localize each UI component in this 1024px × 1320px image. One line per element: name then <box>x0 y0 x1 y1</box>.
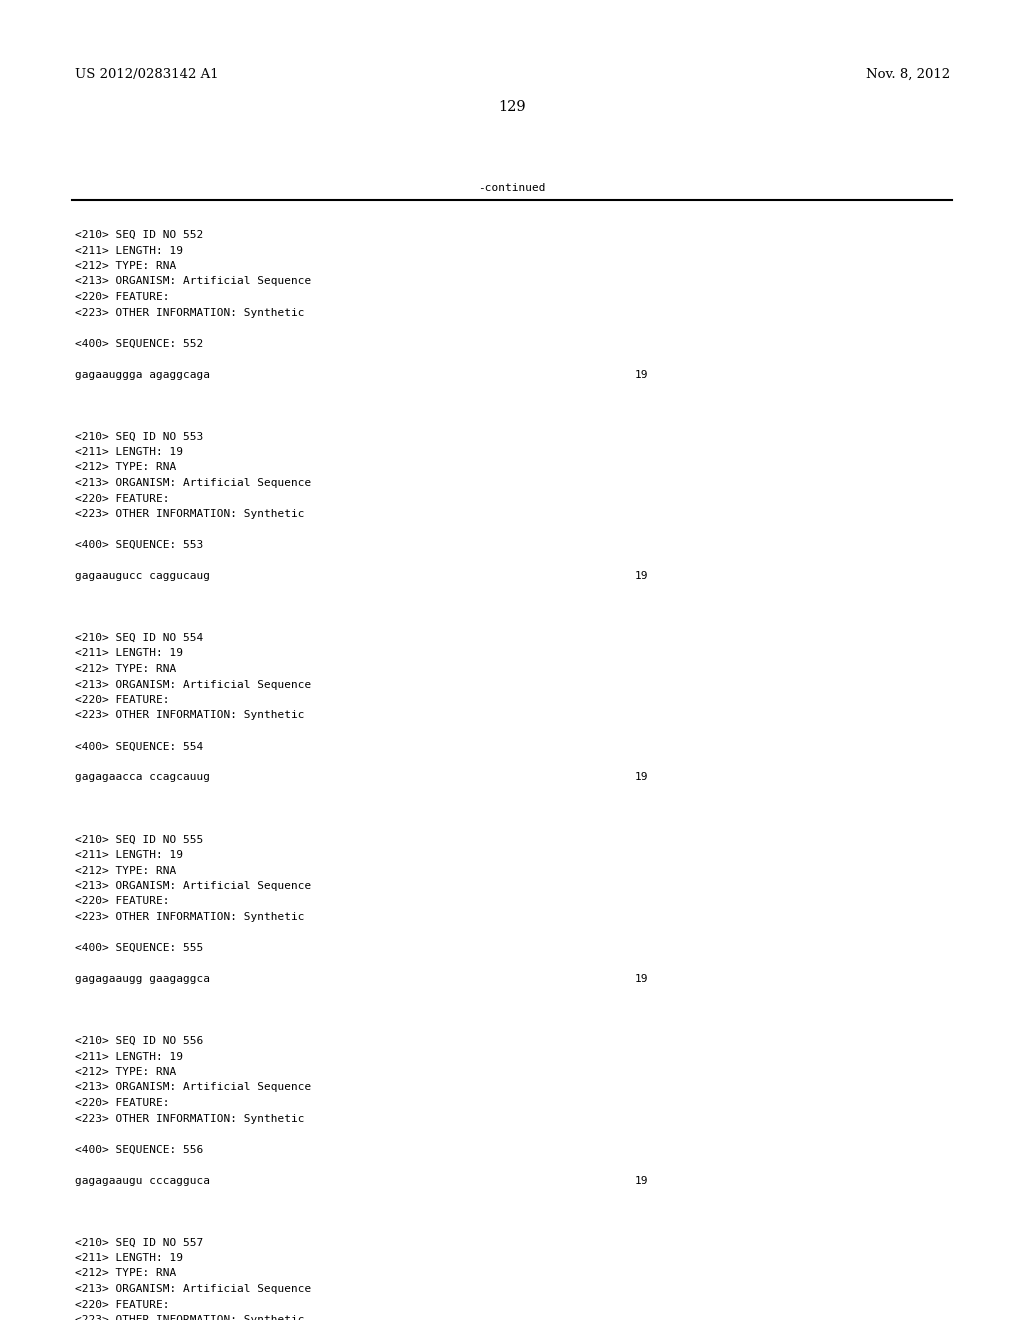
Text: <211> LENGTH: 19: <211> LENGTH: 19 <box>75 246 183 256</box>
Text: <220> FEATURE:: <220> FEATURE: <box>75 896 170 907</box>
Text: <211> LENGTH: 19: <211> LENGTH: 19 <box>75 648 183 659</box>
Text: <223> OTHER INFORMATION: Synthetic: <223> OTHER INFORMATION: Synthetic <box>75 710 304 721</box>
Text: <213> ORGANISM: Artificial Sequence: <213> ORGANISM: Artificial Sequence <box>75 276 311 286</box>
Text: <211> LENGTH: 19: <211> LENGTH: 19 <box>75 1253 183 1263</box>
Text: gagagaacca ccagcauug: gagagaacca ccagcauug <box>75 772 210 783</box>
Text: US 2012/0283142 A1: US 2012/0283142 A1 <box>75 69 219 81</box>
Text: <400> SEQUENCE: 553: <400> SEQUENCE: 553 <box>75 540 203 550</box>
Text: <210> SEQ ID NO 552: <210> SEQ ID NO 552 <box>75 230 203 240</box>
Text: <212> TYPE: RNA: <212> TYPE: RNA <box>75 462 176 473</box>
Text: 129: 129 <box>499 100 525 114</box>
Text: gagagaaugu cccagguca: gagagaaugu cccagguca <box>75 1176 210 1185</box>
Text: <213> ORGANISM: Artificial Sequence: <213> ORGANISM: Artificial Sequence <box>75 680 311 689</box>
Text: <210> SEQ ID NO 553: <210> SEQ ID NO 553 <box>75 432 203 441</box>
Text: <400> SEQUENCE: 552: <400> SEQUENCE: 552 <box>75 338 203 348</box>
Text: <210> SEQ ID NO 554: <210> SEQ ID NO 554 <box>75 634 203 643</box>
Text: <213> ORGANISM: Artificial Sequence: <213> ORGANISM: Artificial Sequence <box>75 1082 311 1093</box>
Text: <220> FEATURE:: <220> FEATURE: <box>75 1299 170 1309</box>
Text: <212> TYPE: RNA: <212> TYPE: RNA <box>75 1067 176 1077</box>
Text: <220> FEATURE:: <220> FEATURE: <box>75 1098 170 1107</box>
Text: 19: 19 <box>635 572 648 581</box>
Text: <211> LENGTH: 19: <211> LENGTH: 19 <box>75 1052 183 1061</box>
Text: <212> TYPE: RNA: <212> TYPE: RNA <box>75 261 176 271</box>
Text: 19: 19 <box>635 370 648 380</box>
Text: -continued: -continued <box>478 183 546 193</box>
Text: <212> TYPE: RNA: <212> TYPE: RNA <box>75 1269 176 1279</box>
Text: Nov. 8, 2012: Nov. 8, 2012 <box>866 69 950 81</box>
Text: <210> SEQ ID NO 557: <210> SEQ ID NO 557 <box>75 1238 203 1247</box>
Text: <211> LENGTH: 19: <211> LENGTH: 19 <box>75 447 183 457</box>
Text: <220> FEATURE:: <220> FEATURE: <box>75 494 170 503</box>
Text: <223> OTHER INFORMATION: Synthetic: <223> OTHER INFORMATION: Synthetic <box>75 510 304 519</box>
Text: gagaauggga agaggcaga: gagaauggga agaggcaga <box>75 370 210 380</box>
Text: 19: 19 <box>635 974 648 983</box>
Text: <223> OTHER INFORMATION: Synthetic: <223> OTHER INFORMATION: Synthetic <box>75 1114 304 1123</box>
Text: <212> TYPE: RNA: <212> TYPE: RNA <box>75 866 176 875</box>
Text: <223> OTHER INFORMATION: Synthetic: <223> OTHER INFORMATION: Synthetic <box>75 308 304 318</box>
Text: <212> TYPE: RNA: <212> TYPE: RNA <box>75 664 176 675</box>
Text: <210> SEQ ID NO 556: <210> SEQ ID NO 556 <box>75 1036 203 1045</box>
Text: <211> LENGTH: 19: <211> LENGTH: 19 <box>75 850 183 861</box>
Text: <210> SEQ ID NO 555: <210> SEQ ID NO 555 <box>75 834 203 845</box>
Text: <400> SEQUENCE: 555: <400> SEQUENCE: 555 <box>75 942 203 953</box>
Text: <223> OTHER INFORMATION: Synthetic: <223> OTHER INFORMATION: Synthetic <box>75 912 304 921</box>
Text: <213> ORGANISM: Artificial Sequence: <213> ORGANISM: Artificial Sequence <box>75 880 311 891</box>
Text: <213> ORGANISM: Artificial Sequence: <213> ORGANISM: Artificial Sequence <box>75 1284 311 1294</box>
Text: <400> SEQUENCE: 556: <400> SEQUENCE: 556 <box>75 1144 203 1155</box>
Text: gagaaugucc caggucaug: gagaaugucc caggucaug <box>75 572 210 581</box>
Text: <223> OTHER INFORMATION: Synthetic: <223> OTHER INFORMATION: Synthetic <box>75 1315 304 1320</box>
Text: 19: 19 <box>635 1176 648 1185</box>
Text: <213> ORGANISM: Artificial Sequence: <213> ORGANISM: Artificial Sequence <box>75 478 311 488</box>
Text: <220> FEATURE:: <220> FEATURE: <box>75 696 170 705</box>
Text: <220> FEATURE:: <220> FEATURE: <box>75 292 170 302</box>
Text: 19: 19 <box>635 772 648 783</box>
Text: <400> SEQUENCE: 554: <400> SEQUENCE: 554 <box>75 742 203 751</box>
Text: gagagaaugg gaagaggca: gagagaaugg gaagaggca <box>75 974 210 983</box>
